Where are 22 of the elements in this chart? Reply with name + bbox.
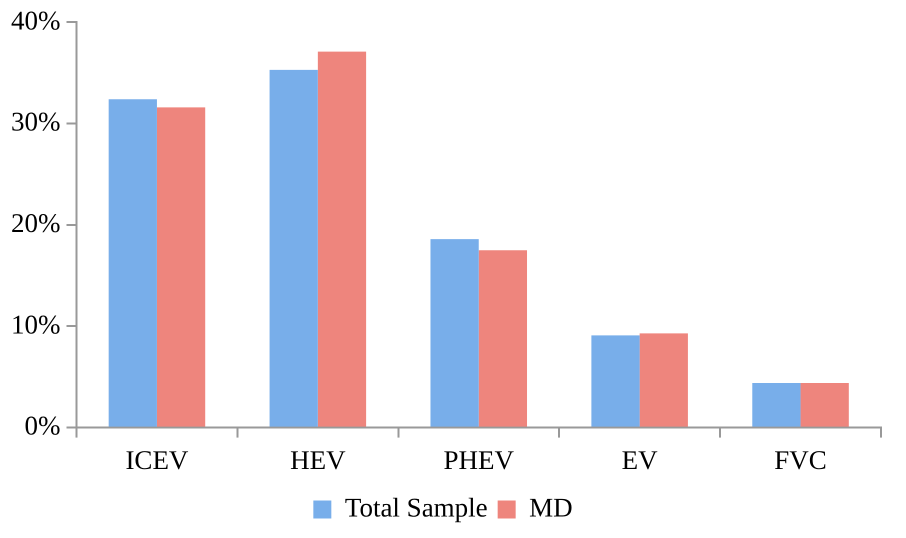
bar [591, 335, 640, 427]
x-tick-label: HEV [290, 444, 346, 475]
legend-label: MD [529, 492, 573, 523]
x-tick-label: FVC [774, 444, 827, 475]
x-tick-label: ICEV [125, 444, 189, 475]
bar [156, 107, 206, 427]
bar [318, 52, 366, 427]
bar [108, 99, 157, 427]
x-tick-label: EV [622, 444, 658, 475]
y-tick-label: 10% [10, 309, 60, 340]
y-tick-label: 0% [24, 410, 60, 441]
bar [800, 383, 849, 427]
y-tick-label: 30% [10, 106, 60, 137]
y-tick-label: 20% [10, 208, 60, 238]
x-tick-label: PHEV [443, 444, 514, 475]
bar [270, 70, 318, 427]
bar [478, 250, 528, 427]
y-tick-label: 40% [10, 5, 60, 36]
bar [640, 333, 688, 427]
bar [752, 383, 801, 427]
legend-label: Total Sample [344, 492, 488, 523]
bar [430, 239, 479, 427]
